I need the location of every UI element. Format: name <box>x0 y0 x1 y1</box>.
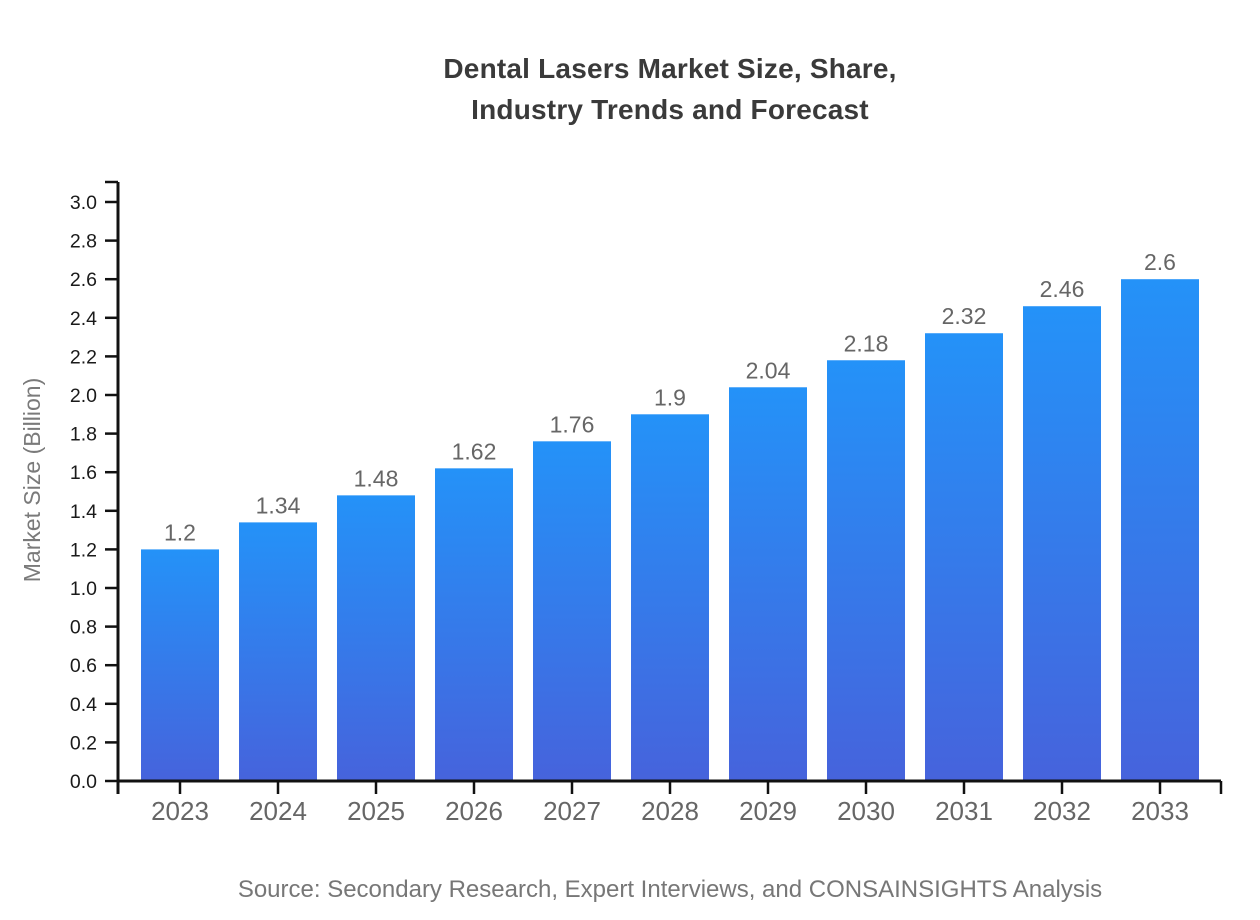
x-tick-label: 2024 <box>249 796 307 826</box>
bar-2033 <box>1121 279 1199 781</box>
bar-value-label: 1.76 <box>550 411 595 437</box>
y-tick-label: 1.6 <box>70 462 97 484</box>
x-tick-label: 2031 <box>935 796 993 826</box>
y-tick-label: 1.4 <box>70 501 97 523</box>
y-tick-label: 0.6 <box>70 655 97 677</box>
chart-title: Dental Lasers Market Size, Share, Indust… <box>80 48 1260 130</box>
y-tick-label: 2.8 <box>70 231 97 253</box>
source-note: Source: Secondary Research, Expert Inter… <box>237 876 1103 903</box>
x-tick-label: 2025 <box>347 796 405 826</box>
chart-title-line2: Industry Trends and Forecast <box>471 94 869 125</box>
x-tick-label: 2026 <box>445 796 503 826</box>
bar-value-label: 2.46 <box>1040 276 1085 302</box>
y-tick-label: 1.2 <box>70 539 97 561</box>
bar-value-label: 2.6 <box>1144 249 1176 275</box>
x-tick-label: 2029 <box>739 796 797 826</box>
bar-value-label: 1.34 <box>256 492 301 518</box>
y-tick-label: 0.8 <box>70 617 97 639</box>
bar-2027 <box>533 441 611 781</box>
bar-2025 <box>337 495 415 781</box>
x-tick-label: 2030 <box>837 796 895 826</box>
y-tick-label: 1.8 <box>70 424 97 446</box>
bar-value-label: 2.18 <box>844 330 889 356</box>
bar-2024 <box>239 522 317 781</box>
bar-value-label: 1.2 <box>164 519 196 545</box>
y-tick-label: 2.4 <box>70 308 97 330</box>
y-tick-label: 2.6 <box>70 269 97 291</box>
bar-value-label: 2.32 <box>942 303 987 329</box>
bar-2031 <box>925 333 1003 781</box>
chart-title-line1: Dental Lasers Market Size, Share, <box>443 53 897 84</box>
x-tick-label: 2032 <box>1033 796 1091 826</box>
bar-2026 <box>435 468 513 781</box>
y-tick-label: 2.0 <box>70 385 97 407</box>
bar-2030 <box>827 360 905 781</box>
bar-value-label: 1.48 <box>354 465 399 491</box>
x-tick-label: 2028 <box>641 796 699 826</box>
bar-2023 <box>141 549 219 781</box>
y-tick-label: 3.0 <box>70 192 97 214</box>
y-tick-label: 0.4 <box>70 694 97 716</box>
bar-value-label: 1.62 <box>452 438 497 464</box>
y-tick-label: 0.0 <box>70 771 97 793</box>
x-tick-label: 2033 <box>1131 796 1189 826</box>
x-tick-label: 2027 <box>543 796 601 826</box>
bar-value-label: 1.9 <box>654 384 686 410</box>
x-tick-label: 2023 <box>151 796 209 826</box>
y-tick-label: 0.2 <box>70 732 97 754</box>
y-tick-label: 1.0 <box>70 578 97 600</box>
bar-value-label: 2.04 <box>746 357 791 383</box>
y-tick-label: 2.2 <box>70 346 97 368</box>
bar-2032 <box>1023 306 1101 781</box>
bar-2028 <box>631 414 709 781</box>
bar-2029 <box>729 387 807 781</box>
